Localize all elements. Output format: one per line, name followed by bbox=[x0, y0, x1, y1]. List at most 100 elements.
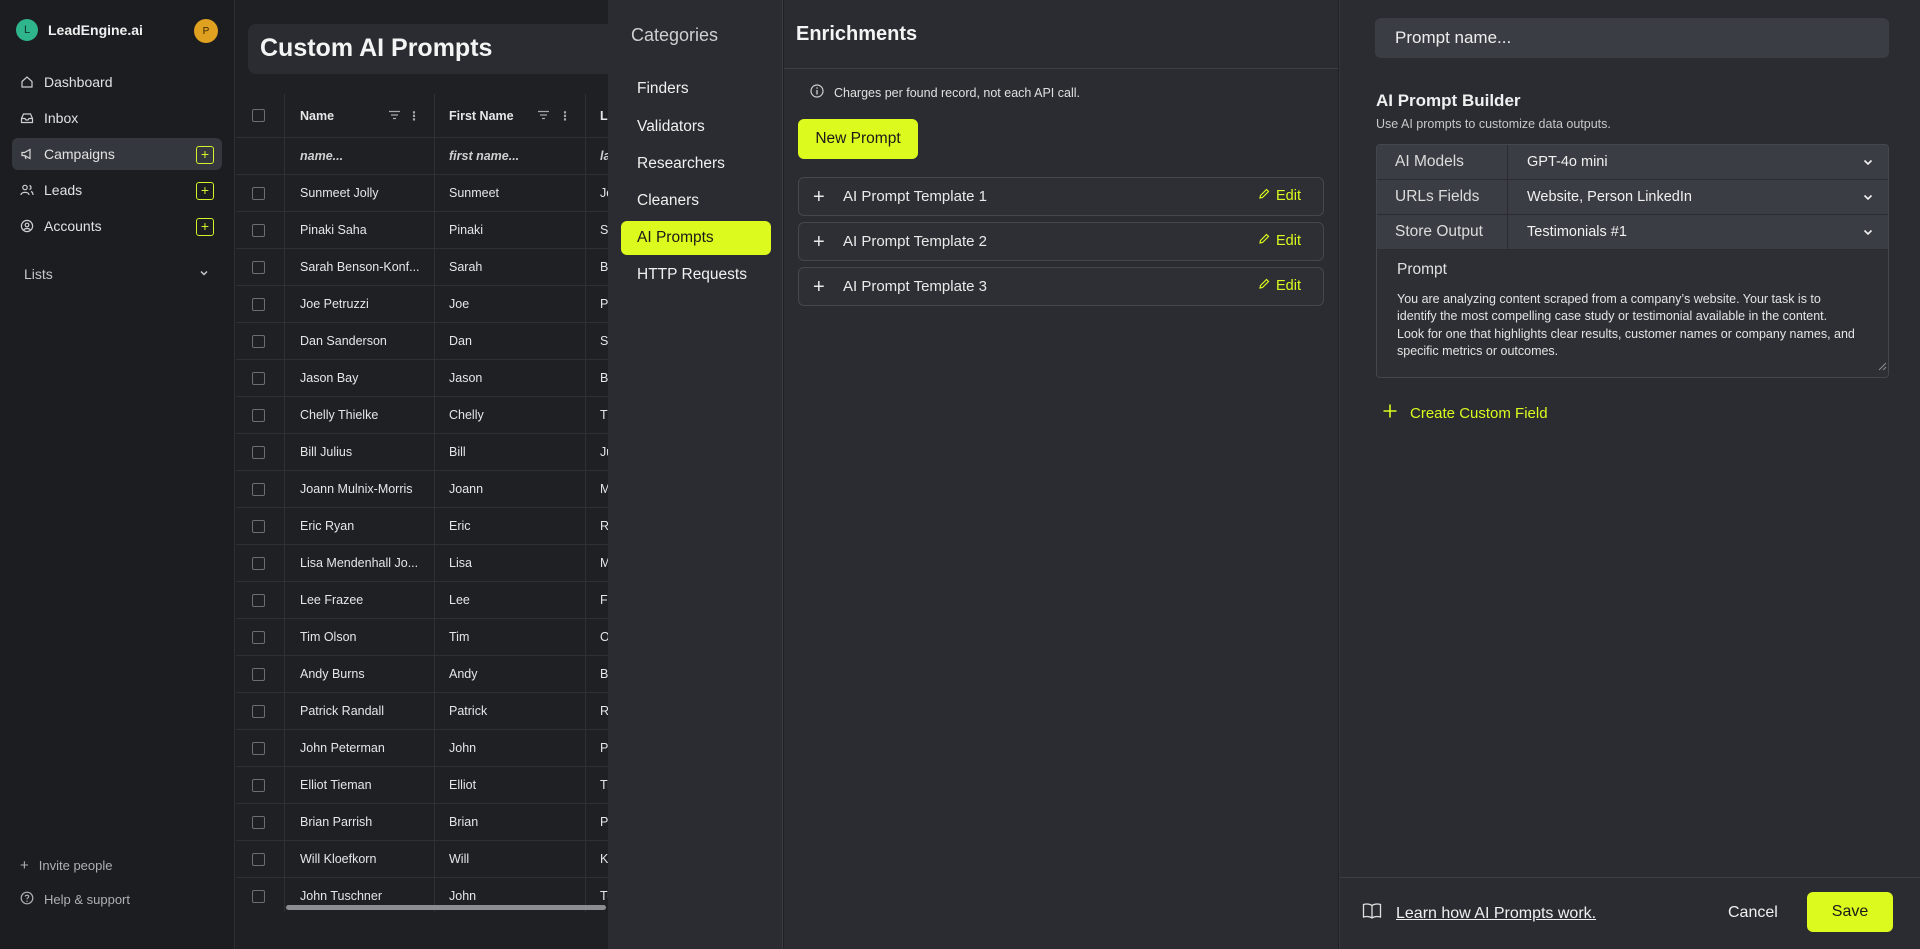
row-checkbox[interactable] bbox=[252, 816, 265, 829]
cell-first-name: Joann bbox=[449, 482, 484, 496]
edit-template-button[interactable]: Edit bbox=[1258, 233, 1301, 249]
expand-plus-icon[interactable]: + bbox=[813, 185, 825, 208]
table-row[interactable]: Joe PetruzziJoePe bbox=[236, 286, 636, 323]
row-checkbox[interactable] bbox=[252, 446, 265, 459]
table-row[interactable]: Brian ParrishBrianPa bbox=[236, 804, 636, 841]
filter-icon[interactable] bbox=[537, 109, 550, 123]
sidebar-item-campaigns[interactable]: Campaigns + bbox=[12, 138, 222, 170]
table-row[interactable]: Dan SandersonDanSa bbox=[236, 323, 636, 360]
expand-plus-icon[interactable]: + bbox=[813, 275, 825, 298]
cancel-button[interactable]: Cancel bbox=[1728, 904, 1778, 921]
row-checkbox[interactable] bbox=[252, 483, 265, 496]
category-researchers[interactable]: Researchers bbox=[637, 155, 725, 172]
prompt-template-item[interactable]: + AI Prompt Template 3 Edit bbox=[798, 267, 1324, 306]
row-checkbox[interactable] bbox=[252, 557, 265, 570]
row-checkbox[interactable] bbox=[252, 520, 265, 533]
add-lead-button[interactable]: + bbox=[196, 182, 214, 200]
sidebar-item-accounts[interactable]: Accounts + bbox=[12, 210, 222, 242]
column-menu-icon[interactable]: ⋮ bbox=[408, 108, 420, 123]
row-checkbox[interactable] bbox=[252, 705, 265, 718]
category-ai-prompts[interactable]: AI Prompts bbox=[621, 221, 771, 255]
profile-avatar[interactable]: P bbox=[194, 19, 218, 43]
prompt-name-input[interactable]: Prompt name... bbox=[1375, 18, 1889, 58]
urls-fields-select[interactable]: URLs Fields Website, Person LinkedIn bbox=[1377, 180, 1888, 215]
category-http-requests[interactable]: HTTP Requests bbox=[637, 266, 747, 283]
resize-handle-icon[interactable] bbox=[1878, 358, 1887, 376]
edit-template-button[interactable]: Edit bbox=[1258, 278, 1301, 294]
table-row[interactable]: Patrick RandallPatrickRa bbox=[236, 693, 636, 730]
row-checkbox[interactable] bbox=[252, 742, 265, 755]
learn-ai-prompts-link[interactable]: Learn how AI Prompts work. bbox=[1362, 902, 1596, 925]
enrichments-panel: Enrichments Charges per found record, no… bbox=[784, 0, 1338, 949]
row-checkbox[interactable] bbox=[252, 853, 265, 866]
row-checkbox[interactable] bbox=[252, 409, 265, 422]
table-row[interactable]: Bill Julius Bill Ju bbox=[236, 434, 636, 471]
column-header-name[interactable]: Name bbox=[300, 108, 335, 123]
brand[interactable]: L LeadEngine.ai bbox=[16, 19, 143, 41]
select-all-checkbox[interactable] bbox=[252, 109, 265, 122]
create-custom-field-button[interactable]: Create Custom Field bbox=[1382, 403, 1548, 423]
column-menu-icon[interactable]: ⋮ bbox=[559, 108, 571, 123]
row-checkbox[interactable] bbox=[252, 187, 265, 200]
sidebar-item-label: Inbox bbox=[44, 110, 79, 126]
edit-template-button[interactable]: Edit bbox=[1258, 188, 1301, 204]
cell-name: Joann Mulnix-Morris bbox=[300, 482, 413, 496]
table-row[interactable]: Will Kloefkorn Will Kl bbox=[236, 841, 636, 878]
help-icon bbox=[20, 891, 34, 908]
row-checkbox[interactable] bbox=[252, 631, 265, 644]
category-finders[interactable]: Finders bbox=[637, 80, 689, 97]
lists-section-toggle[interactable]: Lists bbox=[24, 266, 210, 282]
sidebar-item-inbox[interactable]: Inbox bbox=[12, 102, 222, 134]
table-row[interactable]: John PetermanJohnPe bbox=[236, 730, 636, 767]
cell-first-name: John bbox=[449, 889, 477, 903]
sidebar-item-dashboard[interactable]: Dashboard bbox=[12, 66, 222, 98]
row-checkbox[interactable] bbox=[252, 261, 265, 274]
row-checkbox[interactable] bbox=[252, 298, 265, 311]
ai-models-select[interactable]: AI Models GPT-4o mini bbox=[1377, 145, 1888, 180]
new-prompt-button[interactable]: New Prompt bbox=[798, 119, 918, 159]
filter-icon[interactable] bbox=[388, 109, 401, 123]
save-button[interactable]: Save bbox=[1807, 892, 1893, 932]
cell-name: Jason Bay bbox=[300, 371, 359, 385]
row-checkbox[interactable] bbox=[252, 890, 265, 903]
add-campaign-button[interactable]: + bbox=[196, 146, 214, 164]
add-account-button[interactable]: + bbox=[196, 218, 214, 236]
help-support-link[interactable]: Help & support bbox=[20, 891, 130, 908]
cell-name: Sunmeet Jolly bbox=[300, 186, 379, 200]
column-header-first-name[interactable]: First Name bbox=[449, 108, 514, 123]
row-checkbox[interactable] bbox=[252, 779, 265, 792]
prompt-template-item[interactable]: + AI Prompt Template 2 Edit bbox=[798, 222, 1324, 261]
row-checkbox[interactable] bbox=[252, 372, 265, 385]
row-checkbox[interactable] bbox=[252, 668, 265, 681]
column-divider bbox=[434, 94, 435, 912]
table-row[interactable]: Sunmeet Jolly Sunmeet Jo bbox=[236, 175, 636, 212]
prompt-template-item[interactable]: + AI Prompt Template 1 Edit bbox=[798, 177, 1324, 216]
store-output-select[interactable]: Store Output Testimonials #1 bbox=[1377, 215, 1888, 250]
table-row[interactable]: Lee Frazee Lee Fr bbox=[236, 582, 636, 619]
horizontal-scrollbar[interactable] bbox=[286, 905, 606, 910]
expand-plus-icon[interactable]: + bbox=[813, 230, 825, 253]
table-row[interactable]: Chelly ThielkeChellyTh bbox=[236, 397, 636, 434]
row-checkbox[interactable] bbox=[252, 335, 265, 348]
table-row[interactable]: Jason BayJasonBa bbox=[236, 360, 636, 397]
sidebar-item-label: Dashboard bbox=[44, 74, 113, 90]
table-row[interactable]: Tim Olson Tim Ol bbox=[236, 619, 636, 656]
name-filter-input[interactable]: name... bbox=[300, 149, 344, 163]
invite-people-link[interactable]: + Invite people bbox=[20, 857, 113, 874]
sidebar-item-leads[interactable]: Leads + bbox=[12, 174, 222, 206]
last-name-filter-input[interactable]: la bbox=[600, 149, 611, 163]
category-validators[interactable]: Validators bbox=[637, 118, 705, 135]
table-row[interactable]: Andy BurnsAndyBu bbox=[236, 656, 636, 693]
table-row[interactable]: Elliot Tieman Elliot Ti bbox=[236, 767, 636, 804]
table-row[interactable]: Joann Mulnix-MorrisJoannMu bbox=[236, 471, 636, 508]
first-name-filter-input[interactable]: first name... bbox=[449, 149, 520, 163]
row-checkbox[interactable] bbox=[252, 594, 265, 607]
table-row[interactable]: Eric RyanEricRy bbox=[236, 508, 636, 545]
book-icon bbox=[1362, 902, 1382, 925]
prompt-textarea[interactable]: Prompt You are analyzing content scraped… bbox=[1377, 250, 1888, 377]
row-checkbox[interactable] bbox=[252, 224, 265, 237]
category-cleaners[interactable]: Cleaners bbox=[637, 192, 700, 209]
